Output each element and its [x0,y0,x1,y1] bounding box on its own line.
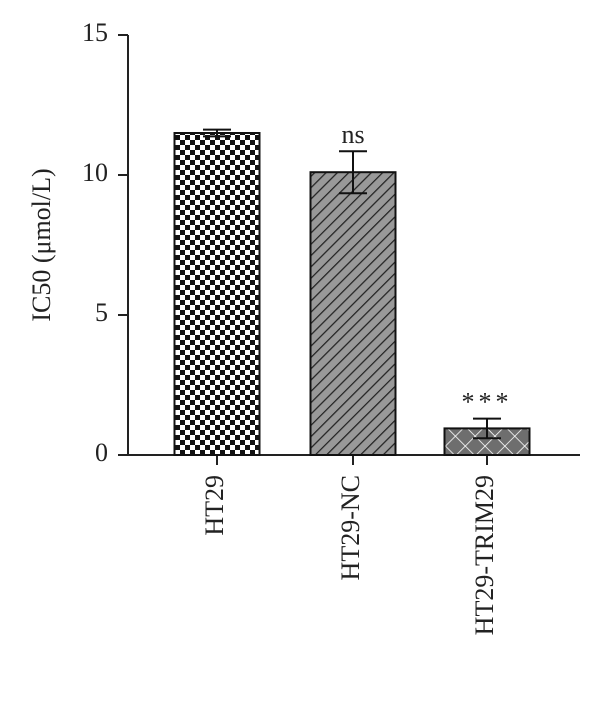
error-bar [203,128,231,138]
bar [309,171,397,456]
error-bar [339,150,367,195]
error-bar [473,417,501,440]
significance-label: *** [462,388,513,417]
bar [173,132,261,456]
y-tick-label: 0 [95,438,108,467]
y-tick-label: 5 [95,298,108,327]
y-tick-label: 15 [82,18,108,47]
x-tick-label: HT29-TRIM29 [470,475,499,635]
significance-label: ns [341,120,364,149]
x-tick-label: HT29 [200,475,229,536]
x-tick-label: HT29-NC [336,475,365,580]
y-axis-label: IC50 (μmol/L) [27,168,56,321]
y-tick-label: 10 [82,158,108,187]
